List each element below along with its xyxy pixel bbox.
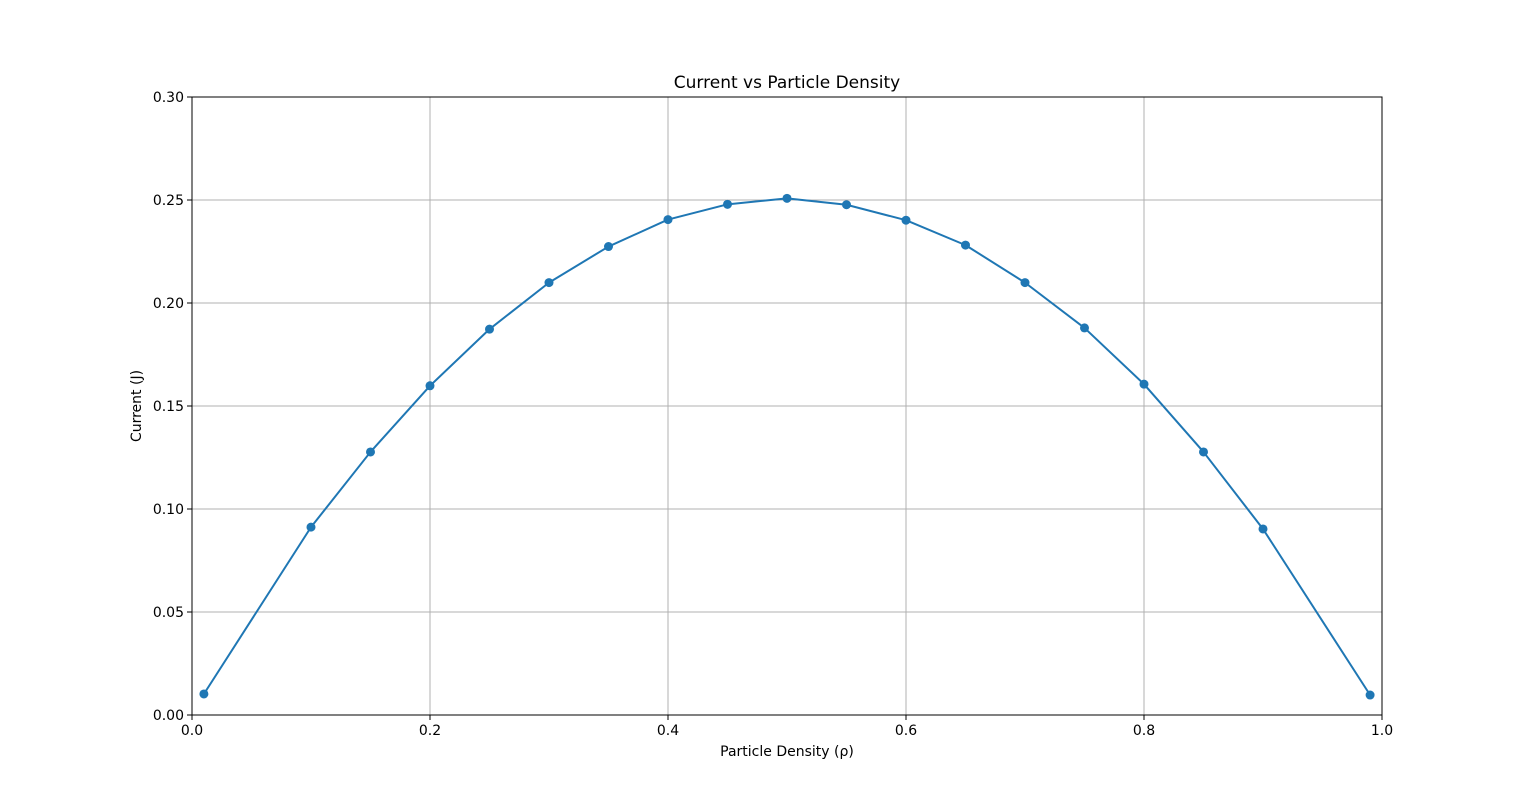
series-group	[199, 193, 1375, 700]
data-point	[485, 324, 494, 334]
grid	[191, 96, 1383, 716]
data-point	[1080, 323, 1089, 333]
x-tick-label: 0.8	[1133, 723, 1155, 739]
data-point	[366, 447, 375, 457]
x-tick-label: 0.2	[419, 723, 441, 739]
y-tick-label: 0.15	[153, 399, 184, 415]
x-tick-label: 1.0	[1371, 723, 1393, 739]
y-tick-label: 0.30	[153, 90, 184, 106]
data-point	[604, 242, 613, 252]
data-point	[723, 199, 732, 209]
data-point	[1020, 278, 1030, 288]
y-tick-label: 0.05	[153, 605, 184, 621]
data-point	[544, 278, 554, 288]
chart-title: Current vs Particle Density	[674, 73, 900, 93]
y-axis-label: Current (J)	[129, 370, 145, 442]
y-tick-label: 0.10	[153, 502, 184, 518]
x-axis-label: Particle Density (ρ)	[720, 744, 854, 760]
data-point	[306, 522, 316, 532]
data-point	[663, 215, 673, 225]
y-tick-label: 0.20	[153, 296, 184, 312]
x-tick-label: 0.4	[657, 723, 679, 739]
data-point	[1199, 447, 1208, 457]
series-line	[203, 197, 1371, 696]
data-point	[782, 193, 792, 203]
axis-ticks: 0.0 0.2 0.4 0.6 0.8 1.0 0.00 0.05 0.10 0.15 0.20 0.…	[153, 90, 1393, 739]
data-point	[842, 200, 851, 210]
x-tick-label: 0.6	[895, 723, 917, 739]
data-point	[1258, 524, 1268, 534]
y-tick-label: 0.25	[153, 193, 184, 209]
data-point	[425, 381, 435, 391]
y-tick-label: 0.00	[153, 708, 184, 724]
data-point	[1139, 379, 1149, 389]
x-tick-label: 0.0	[181, 723, 203, 739]
data-point	[901, 215, 911, 225]
data-point	[199, 689, 209, 699]
plot-area-frame	[191, 96, 1383, 716]
data-point	[961, 240, 970, 250]
data-point	[1365, 690, 1375, 700]
